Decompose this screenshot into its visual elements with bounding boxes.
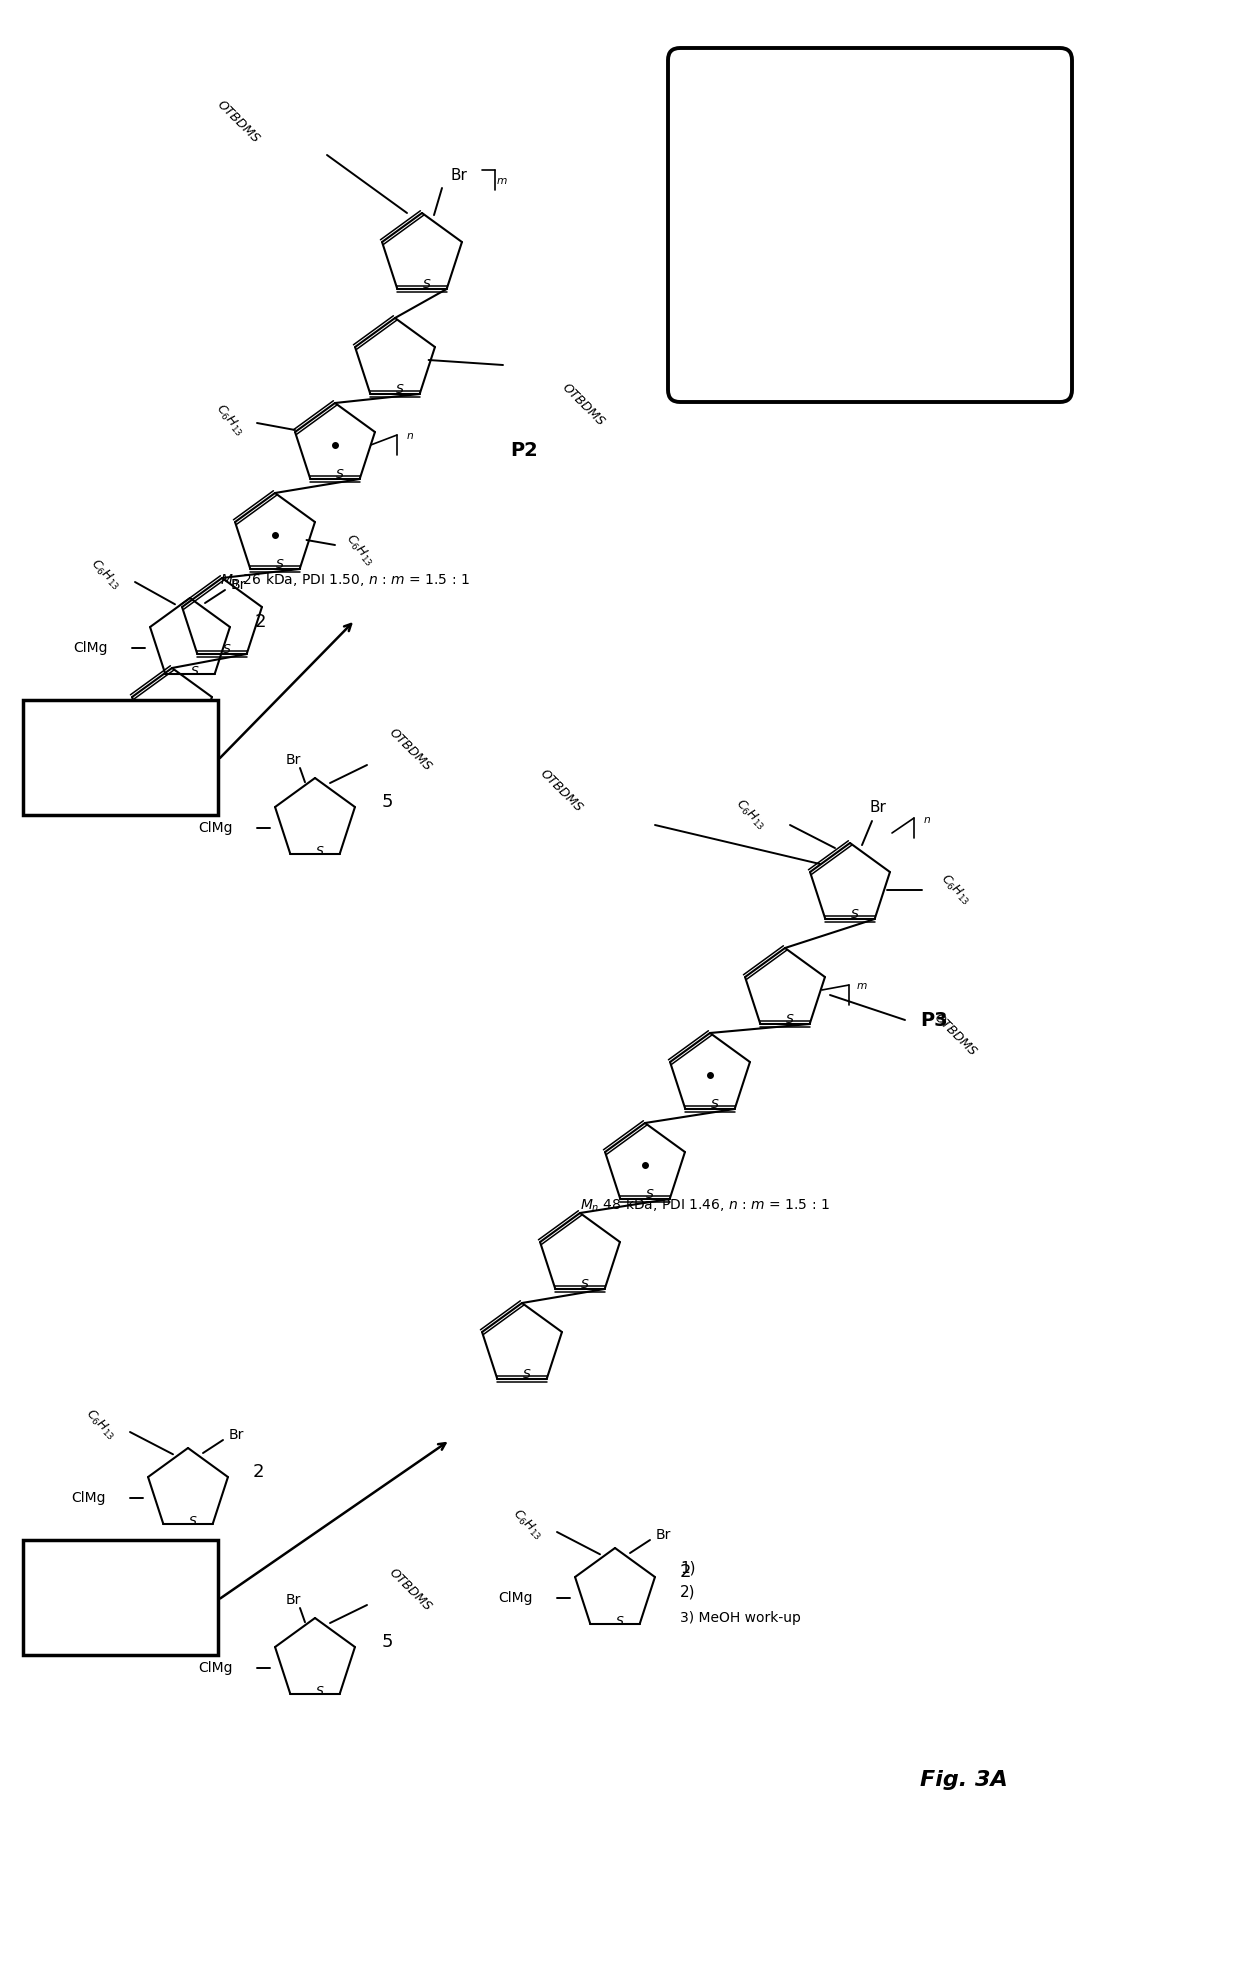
Text: S: S [223, 644, 231, 656]
Text: 3) MeOH work-up: 3) MeOH work-up [680, 1612, 801, 1625]
Text: 2): 2) [32, 754, 47, 770]
Text: $C_6H_{13}$: $C_6H_{13}$ [342, 531, 377, 569]
FancyBboxPatch shape [668, 47, 1073, 403]
Text: S: S [174, 733, 181, 747]
Text: S: S [336, 468, 343, 480]
Text: O: O [916, 209, 931, 227]
Text: Si: Si [852, 172, 872, 190]
Text: Br: Br [869, 800, 887, 816]
Text: Br: Br [450, 168, 467, 184]
Text: $_m$: $_m$ [496, 172, 508, 188]
Text: $C_6H_{13}$: $C_6H_{13}$ [82, 1406, 118, 1444]
Text: 5: 5 [381, 1633, 393, 1651]
Text: ClMg: ClMg [198, 1661, 233, 1675]
Text: S: S [316, 1685, 324, 1698]
Text: S: S [711, 1098, 719, 1110]
Text: $M_n$ 26 kDa, PDI 1.50, $n$ : $m$ = 1.5 : 1: $M_n$ 26 kDa, PDI 1.50, $n$ : $m$ = 1.5 … [219, 571, 470, 589]
FancyBboxPatch shape [24, 1540, 218, 1655]
Text: S: S [188, 1515, 197, 1529]
Text: $_m$: $_m$ [856, 978, 868, 993]
Text: $C_6H_{13}$: $C_6H_{13}$ [508, 1507, 546, 1542]
Text: ClMg: ClMg [73, 642, 108, 656]
Text: OTBDMS: OTBDMS [537, 766, 585, 816]
Text: $C_6H_{13}$: $C_6H_{13}$ [732, 796, 769, 833]
Text: OTBDMS: OTBDMS [559, 381, 606, 429]
Text: S: S [582, 1278, 589, 1292]
Text: S: S [316, 845, 324, 857]
Text: Br: Br [655, 1529, 671, 1542]
Text: OTBDMS: OTBDMS [386, 727, 434, 774]
FancyBboxPatch shape [24, 699, 218, 816]
Text: $C_6H_{13}$: $C_6H_{13}$ [87, 557, 123, 592]
Text: ~: ~ [946, 213, 966, 239]
Text: $_n$: $_n$ [405, 427, 414, 442]
Text: $C_6H_{13}$: $C_6H_{13}$ [212, 401, 248, 438]
Text: S: S [277, 557, 284, 571]
Text: Br: Br [285, 1594, 300, 1608]
Text: 2: 2 [680, 1562, 691, 1582]
Text: 3) MeOH work-up: 3) MeOH work-up [32, 1621, 153, 1635]
Text: 2): 2) [32, 1594, 47, 1610]
Text: S: S [851, 908, 859, 920]
Text: 4: 4 [112, 1588, 129, 1612]
Text: 5: 5 [381, 794, 393, 812]
Text: OTBDMS =: OTBDMS = [715, 336, 823, 354]
Text: ClMg: ClMg [198, 822, 233, 835]
Text: S: S [616, 1616, 624, 1627]
Text: Fig. 3A: Fig. 3A [920, 1770, 1008, 1789]
Text: 2: 2 [252, 1463, 264, 1481]
Text: OTBDMS: OTBDMS [215, 99, 262, 146]
Text: $_n$: $_n$ [923, 810, 931, 826]
Text: ClMg: ClMg [498, 1592, 533, 1606]
Text: 3) MeOH work-up: 3) MeOH work-up [32, 780, 153, 796]
Text: P3: P3 [920, 1011, 947, 1029]
Text: Br: Br [231, 579, 246, 592]
Text: P2: P2 [510, 440, 538, 460]
Text: ClMg: ClMg [72, 1491, 105, 1505]
Text: $M_n$ 48 kDa, PDI 1.46, $n$ : $m$ = 1.5 : 1: $M_n$ 48 kDa, PDI 1.46, $n$ : $m$ = 1.5 … [580, 1197, 830, 1215]
Text: 1): 1) [680, 1560, 696, 1576]
Text: S: S [396, 383, 404, 395]
Text: 2): 2) [680, 1584, 696, 1600]
Text: S: S [646, 1187, 653, 1201]
Text: $C_6H_{13}$: $C_6H_{13}$ [936, 871, 973, 908]
Text: OTBDMS: OTBDMS [386, 1566, 434, 1614]
Text: 1): 1) [32, 1570, 47, 1586]
Text: 4: 4 [112, 749, 129, 772]
Text: S: S [423, 278, 432, 290]
Text: 2: 2 [254, 612, 265, 630]
Text: Br: Br [285, 752, 300, 766]
Text: Br: Br [228, 1428, 244, 1442]
Text: OTBDMS: OTBDMS [931, 1011, 978, 1059]
Text: S: S [191, 666, 198, 677]
Text: S: S [786, 1013, 794, 1025]
Text: 1): 1) [32, 731, 47, 745]
Text: S: S [523, 1369, 531, 1381]
